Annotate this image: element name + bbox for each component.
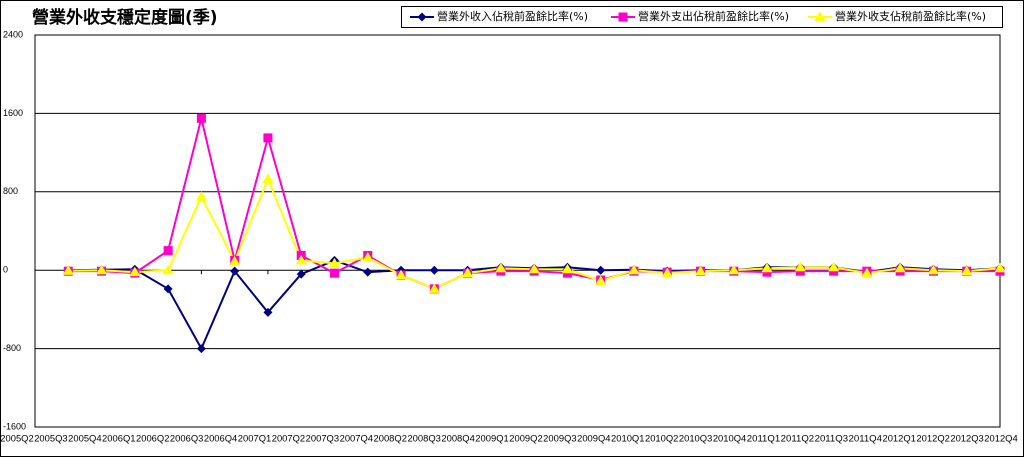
- x-tick-label: 2009Q3: [543, 433, 576, 443]
- point: [927, 264, 939, 275]
- x-tick-label: 2009Q2: [509, 433, 542, 443]
- y-tick-label: 0: [3, 265, 8, 275]
- x-tick-label: 2005Q3: [34, 433, 67, 443]
- point: [994, 262, 1006, 273]
- y-tick-label: 1600: [3, 108, 23, 118]
- y-tick-label: 2400: [3, 29, 23, 39]
- point: [263, 307, 273, 317]
- point: [196, 113, 206, 123]
- legend-marker: [814, 11, 826, 21]
- legend: [401, 6, 1003, 28]
- point: [163, 246, 173, 256]
- x-tick-label: 2006Q1: [102, 433, 135, 443]
- point: [195, 191, 207, 201]
- x-tick-label: 2011Q3: [815, 433, 848, 443]
- point: [62, 265, 74, 275]
- x-tick-label: 2010Q3: [679, 433, 712, 443]
- chart-title: 營業外收支穩定度圖(季): [32, 7, 218, 28]
- x-tick-label: 2009Q4: [577, 433, 610, 443]
- x-tick-label: 2012Q3: [950, 433, 983, 443]
- point: [329, 268, 339, 278]
- point: [628, 264, 640, 275]
- x-tick-label: 2007Q1: [238, 433, 271, 443]
- point: [162, 264, 174, 275]
- point: [861, 267, 873, 278]
- x-tick-label: 2008Q3: [407, 433, 440, 443]
- point: [428, 283, 440, 293]
- x-tick-label: 2006Q2: [136, 433, 169, 443]
- point: [395, 269, 407, 280]
- point: [362, 251, 374, 262]
- legend-label: 營業外支出佔稅前盈餘比率(%): [638, 9, 789, 23]
- x-tick-label: 2009Q1: [475, 433, 508, 443]
- point: [561, 263, 573, 274]
- point: [363, 267, 373, 277]
- y-tick-label: -1600: [3, 421, 26, 431]
- point: [894, 262, 906, 273]
- x-tick-label: 2008Q2: [374, 433, 407, 443]
- x-tick-label: 2010Q2: [645, 433, 678, 443]
- point: [196, 344, 206, 354]
- point: [230, 266, 240, 276]
- y-tick-label: -800: [3, 343, 21, 353]
- point: [262, 173, 274, 184]
- x-tick-label: 2005Q2: [0, 433, 33, 443]
- point: [429, 265, 439, 275]
- point: [695, 265, 707, 276]
- point: [296, 269, 306, 279]
- point: [961, 265, 973, 276]
- x-tick-label: 2006Q4: [204, 433, 237, 443]
- x-tick-label: 2007Q4: [340, 433, 373, 443]
- point: [163, 284, 173, 294]
- x-tick-label: 2006Q3: [170, 433, 203, 443]
- x-tick-label: 2012Q4: [984, 433, 1017, 443]
- point: [129, 266, 141, 277]
- point: [794, 261, 806, 272]
- point: [595, 275, 607, 285]
- x-tick-label: 2011Q2: [781, 433, 814, 443]
- legend-label: 營業外收入佔稅前盈餘比率(%): [437, 9, 588, 23]
- y-tick-label: 800: [3, 186, 18, 196]
- point: [728, 264, 740, 275]
- point: [295, 254, 307, 265]
- point: [495, 262, 507, 273]
- point: [263, 133, 273, 143]
- point: [828, 261, 840, 272]
- x-tick-label: 2012Q2: [916, 433, 949, 443]
- x-tick-label: 2005Q4: [68, 433, 101, 443]
- x-tick-label: 2008Q4: [441, 433, 474, 443]
- x-tick-label: 2007Q2: [272, 433, 305, 443]
- point: [328, 257, 340, 268]
- x-tick-label: 2011Q4: [849, 433, 882, 443]
- point: [96, 264, 108, 275]
- x-tick-label: 2010Q1: [611, 433, 644, 443]
- x-tick-label: 2010Q4: [713, 433, 746, 443]
- legend-label: 營業外收支佔稅前盈餘比率(%): [835, 9, 986, 23]
- legend-marker: [417, 12, 427, 22]
- point: [528, 263, 540, 274]
- legend-marker: [618, 12, 628, 22]
- x-tick-label: 2012Q1: [882, 433, 915, 443]
- x-tick-label: 2007Q3: [306, 433, 339, 443]
- point: [661, 267, 673, 278]
- x-tick-label: 2011Q1: [747, 433, 780, 443]
- point: [229, 255, 241, 266]
- point: [462, 267, 474, 278]
- point: [761, 262, 773, 273]
- point: [596, 265, 606, 275]
